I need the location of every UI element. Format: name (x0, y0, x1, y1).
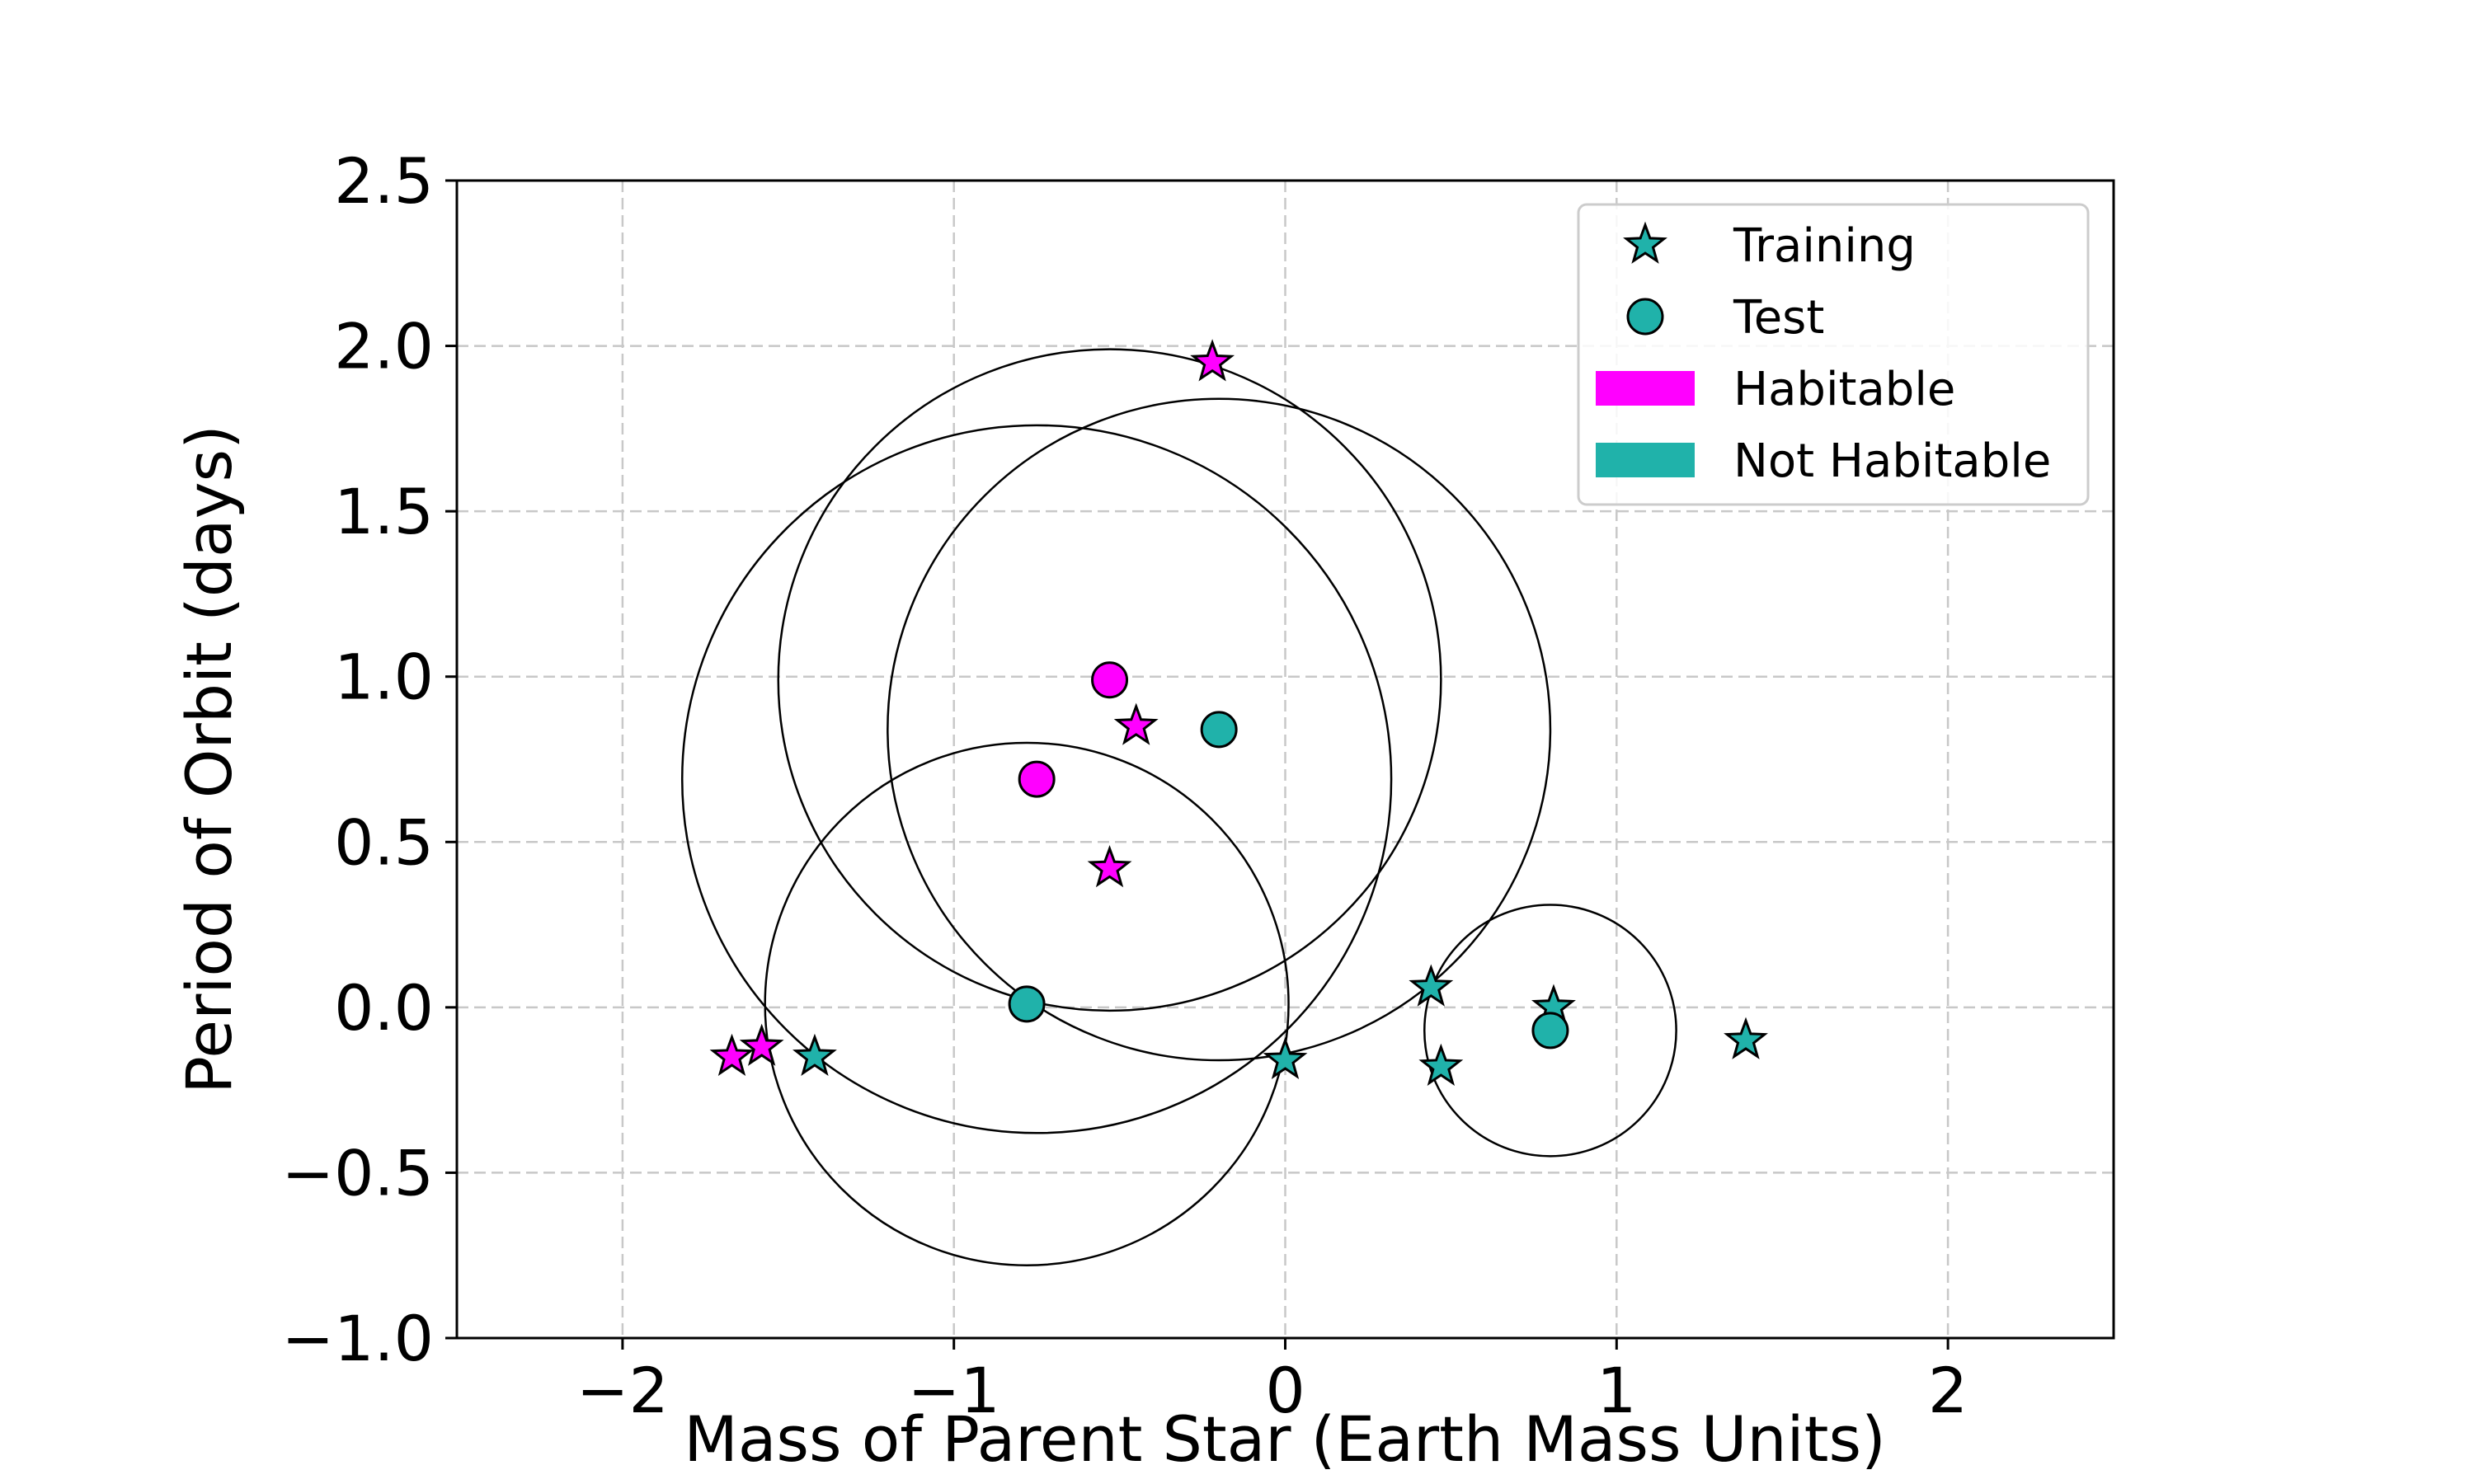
training-star-marker (1418, 1043, 1464, 1086)
legend-circle-icon (1626, 298, 1664, 336)
y-tick-label: 1.0 (334, 641, 434, 714)
y-tick-label: 0.5 (334, 805, 434, 879)
y-tick-label: 2.5 (334, 144, 434, 218)
y-axis-label: Period of Orbit (days) (172, 425, 246, 1094)
legend-entry: Test (1626, 291, 1824, 345)
legend-patch-icon (1596, 371, 1695, 406)
training-star-marker (1724, 1017, 1768, 1059)
training-star-marker (739, 1023, 784, 1066)
y-tick-label: 0.0 (334, 971, 434, 1045)
test-circle-marker (1200, 711, 1238, 749)
neighborhood-circle (777, 348, 1442, 1012)
legend-box (1577, 203, 2090, 506)
legend-label: Test (1733, 291, 1824, 345)
legend-label: Training (1733, 219, 1916, 273)
test-circle-marker (1531, 1012, 1569, 1050)
legend-entry: Training (1623, 219, 1916, 273)
neighborhood-circles (680, 348, 1677, 1266)
training-star-marker (1263, 1036, 1308, 1079)
x-tick-label: 0 (1265, 1354, 1305, 1427)
test-circle-marker (1008, 985, 1046, 1023)
legend-label: Not Habitable (1733, 434, 2051, 488)
neighborhood-circle (764, 741, 1290, 1266)
axis-ticks: −2 −1 0 1 2 −1.0 −0.5 0.0 0.5 1.0 1.5 2.0 2.5 (281, 144, 1968, 1427)
y-tick-label: 2.0 (334, 310, 434, 383)
x-tick-label: 2 (1928, 1354, 1968, 1427)
x-tick-label: −2 (576, 1354, 669, 1427)
legend-label: Habitable (1733, 363, 1955, 416)
legend-patch-icon (1596, 443, 1695, 477)
training-star-marker (1190, 339, 1235, 382)
x-axis-label: Mass of Parent Star (Earth Mass Units) (684, 1402, 1885, 1476)
y-tick-label: 1.5 (334, 475, 434, 548)
data-markers (709, 339, 1768, 1086)
test-circle-marker (1091, 661, 1129, 699)
y-tick-label: −1.0 (281, 1302, 434, 1375)
neighborhood-circle (1423, 904, 1677, 1158)
legend-entry: Not Habitable (1596, 434, 2051, 488)
training-star-marker (1113, 702, 1159, 745)
x-tick-label: −1 (908, 1354, 1000, 1427)
training-star-marker (793, 1033, 837, 1076)
legend-star-icon (1623, 221, 1667, 264)
neighborhood-circle (887, 397, 1552, 1062)
training-star-marker (709, 1033, 755, 1076)
legend: Training Test Habitable Not Habitable (1577, 203, 2090, 506)
training-star-marker (1409, 964, 1454, 1007)
legend-entry: Habitable (1596, 363, 1955, 416)
test-circle-marker (1018, 760, 1056, 798)
y-tick-label: −0.5 (281, 1136, 434, 1209)
training-star-marker (1087, 845, 1132, 888)
x-tick-label: 1 (1597, 1354, 1636, 1427)
neighborhood-circle (680, 424, 1393, 1134)
